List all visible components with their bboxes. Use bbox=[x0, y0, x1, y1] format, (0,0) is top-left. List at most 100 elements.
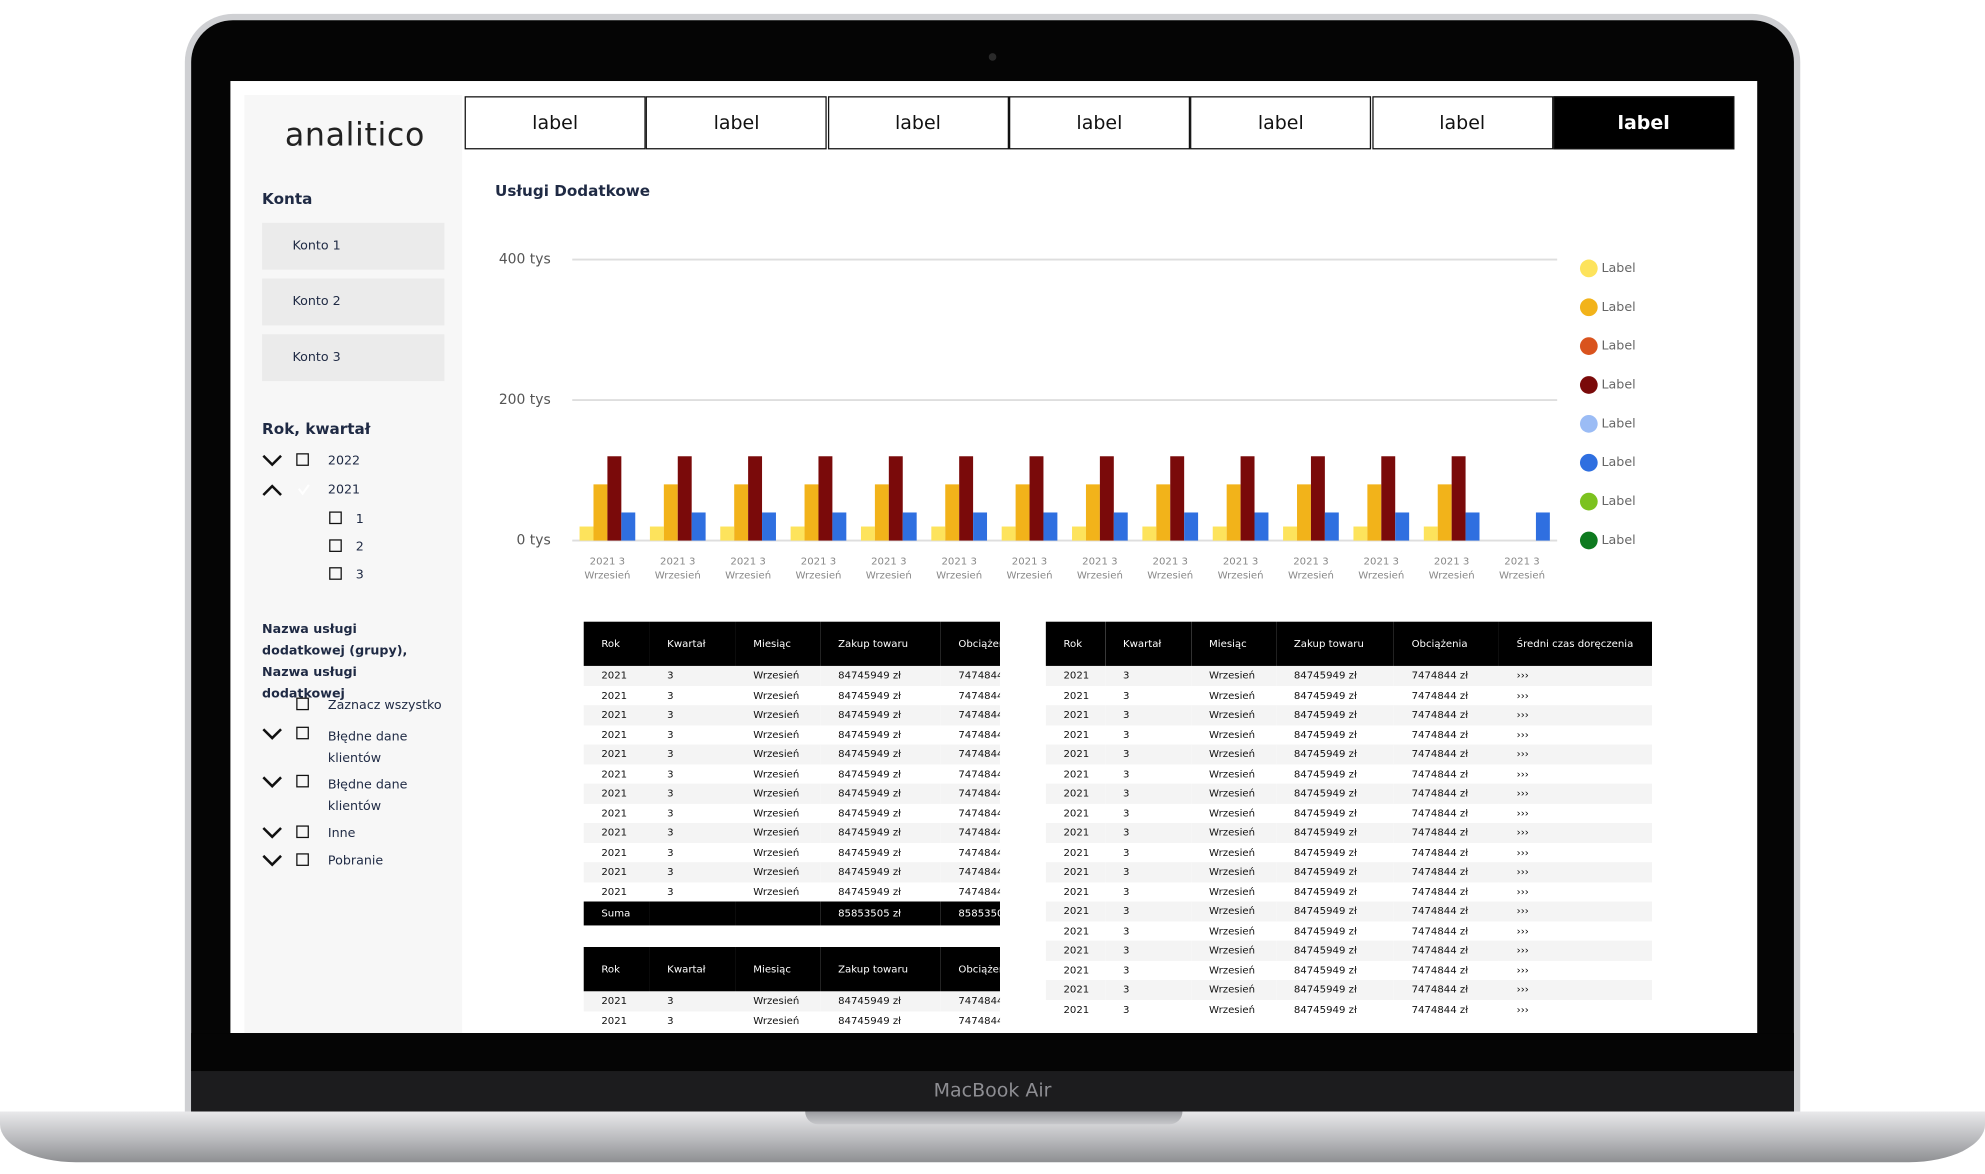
tab[interactable]: label bbox=[827, 96, 1009, 150]
account-button[interactable]: Konto 2 bbox=[262, 278, 445, 326]
x-tick-label: 2021 3 Wrzesień bbox=[865, 555, 912, 582]
table-cell: 3 bbox=[1122, 846, 1130, 859]
table-cell: Wrzesień bbox=[753, 689, 800, 702]
table-cell: 84745949 zł bbox=[1276, 665, 1394, 686]
x-tick-label: 2021 3 Wrzesień bbox=[1428, 555, 1475, 582]
table-cell: 3 bbox=[1122, 689, 1130, 702]
table-cell: ››› bbox=[1498, 901, 1653, 922]
checkbox[interactable] bbox=[329, 511, 342, 525]
account-button[interactable]: Konto 3 bbox=[262, 334, 445, 382]
checkbox[interactable] bbox=[296, 453, 309, 466]
table-cell: 7474844 zł bbox=[1411, 807, 1469, 819]
table-row: 2021 3 Wrzesień 84745949 zł 7474844 zł ››› bbox=[1045, 979, 1653, 1000]
table-cell: 84745949 zł bbox=[1276, 940, 1394, 961]
table-cell: 3 bbox=[1105, 940, 1192, 961]
legend-label: Label bbox=[1601, 376, 1635, 391]
table-row: 2021 3 Wrzesień 84745949 zł 7474844 zł ››› bbox=[1045, 665, 1653, 686]
table-cell: 3 bbox=[1122, 728, 1130, 741]
bar bbox=[1212, 526, 1227, 541]
tab[interactable]: label bbox=[1553, 96, 1735, 150]
table-cell: 2021 bbox=[1063, 689, 1090, 702]
tab[interactable]: label bbox=[1190, 96, 1372, 150]
table-cell: 3 bbox=[1105, 862, 1192, 882]
table-cell: Wrzesień bbox=[1209, 1003, 1256, 1016]
tab[interactable]: label bbox=[1008, 96, 1190, 150]
table-cell: 3 bbox=[1105, 901, 1192, 922]
table-cell: 7474844 zł bbox=[1393, 940, 1499, 961]
table-cell: 7474844 bbox=[958, 728, 1001, 741]
table-cell: ››› bbox=[1498, 940, 1653, 961]
table-cell: Wrzesień bbox=[1191, 901, 1277, 922]
legend-swatch bbox=[1579, 531, 1598, 550]
table-cell: 2021 bbox=[1063, 728, 1090, 741]
table-cell: 2021 bbox=[1045, 822, 1106, 843]
table-cell: ››› bbox=[1516, 689, 1529, 702]
bar bbox=[945, 484, 960, 541]
table-cell: Wrzesień bbox=[1209, 846, 1256, 859]
tab[interactable]: label bbox=[646, 96, 828, 150]
total-cell: 85853505 bbox=[940, 901, 1001, 926]
table-row: 2021 3 Wrzesień 84745949 zł 7474844 zł ››› bbox=[1045, 705, 1653, 725]
table-cell: Wrzesień bbox=[1191, 744, 1277, 765]
table-cell: 3 bbox=[667, 807, 674, 819]
legend-swatch bbox=[1579, 259, 1598, 278]
legend-swatch bbox=[1579, 492, 1598, 511]
checkbox[interactable] bbox=[296, 774, 309, 788]
chevron[interactable] bbox=[262, 728, 282, 740]
table-row: 2021 3 Wrzesień 84745949 zł 7474844 bbox=[584, 803, 1000, 823]
chevron[interactable] bbox=[262, 854, 282, 867]
table-cell: 2021 bbox=[1045, 940, 1106, 961]
checkbox[interactable] bbox=[296, 825, 309, 839]
table-cell: ››› bbox=[1498, 862, 1653, 882]
table-cell: 84745949 zł bbox=[820, 705, 941, 725]
chevron[interactable] bbox=[262, 776, 282, 788]
table-cell: 84745949 zł bbox=[838, 1015, 902, 1027]
table-cell: ››› bbox=[1516, 807, 1529, 819]
column-header: Obciążenia bbox=[940, 946, 1001, 992]
table-cell: 2021 bbox=[601, 885, 628, 898]
table-cell: ››› bbox=[1516, 768, 1529, 780]
chevron[interactable] bbox=[262, 454, 282, 467]
checkbox[interactable] bbox=[296, 726, 309, 740]
legend-label: Label bbox=[1601, 493, 1635, 508]
header-row: Rok Kwartał Miesiąc Zakup towaru Obciążenia Ś… bbox=[1045, 621, 1653, 666]
bar bbox=[1297, 484, 1311, 541]
checkbox[interactable] bbox=[329, 567, 342, 580]
table-cell: 2021 bbox=[583, 862, 650, 882]
table-cell: 7474844 bbox=[958, 768, 1001, 780]
table-cell: Wrzesień bbox=[753, 1015, 800, 1027]
table-cell: 7474844 bbox=[958, 689, 1001, 702]
column-header: Miesiąc bbox=[735, 621, 821, 666]
chevron[interactable] bbox=[262, 827, 282, 839]
table-cell: 2021 bbox=[583, 744, 650, 765]
table-cell: 3 bbox=[667, 885, 674, 898]
tab[interactable]: label bbox=[1371, 96, 1553, 150]
y-tick-label: 200 tys bbox=[499, 392, 551, 408]
bar bbox=[1535, 512, 1550, 541]
table-cell: 2021 bbox=[1045, 901, 1106, 922]
x-tick-label: 2021 3 Wrzesień bbox=[1147, 555, 1194, 582]
table-cell: 84745949 zł bbox=[820, 822, 941, 843]
table-cell: Wrzesień bbox=[753, 885, 800, 898]
table-cell: 3 bbox=[667, 846, 674, 859]
table-cell: 2021 bbox=[1045, 783, 1106, 804]
checkbox[interactable] bbox=[329, 539, 342, 552]
x-tick-label: 2021 3 Wrzesień bbox=[795, 555, 842, 582]
checkbox[interactable] bbox=[296, 697, 309, 711]
checkbox[interactable] bbox=[296, 853, 309, 866]
tab[interactable]: label bbox=[464, 96, 646, 150]
table-cell: 3 bbox=[1122, 964, 1130, 976]
account-button[interactable]: Konto 1 bbox=[262, 222, 445, 270]
chevron[interactable] bbox=[262, 484, 282, 496]
table-cell: Wrzesień bbox=[735, 705, 821, 725]
table-row: 2021 3 Wrzesień 84745949 zł 7474844 bbox=[584, 843, 1000, 863]
table-cell: 7474844 zł bbox=[1411, 885, 1469, 898]
table-row: 2021 3 Wrzesień 84745949 zł 7474844 zł ››› bbox=[1046, 764, 1652, 784]
quarter: 3 bbox=[355, 568, 364, 583]
table-cell: 3 bbox=[1122, 807, 1130, 819]
service: Błędne dane klientów bbox=[327, 778, 408, 815]
bar bbox=[973, 512, 988, 541]
screen-bottom-mask bbox=[191, 1033, 1794, 1072]
